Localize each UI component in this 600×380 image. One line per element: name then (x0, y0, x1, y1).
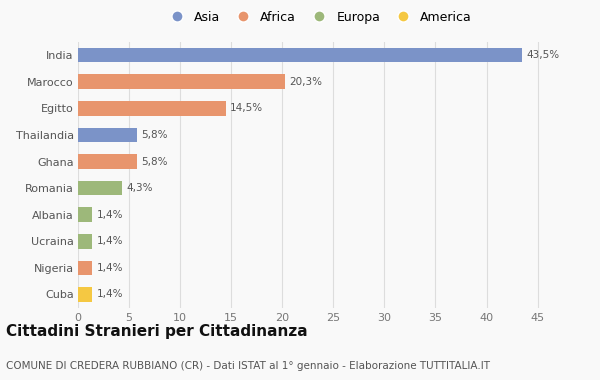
Bar (78, 207, 92, 222)
Text: 14,5%: 14,5% (230, 103, 263, 113)
Bar (78, 261, 92, 275)
Text: 1,4%: 1,4% (97, 210, 123, 220)
Text: 4,3%: 4,3% (126, 183, 152, 193)
Text: 1,4%: 1,4% (97, 236, 123, 246)
Text: 5,8%: 5,8% (142, 157, 168, 166)
Bar (78, 128, 137, 142)
Text: 1,4%: 1,4% (97, 290, 123, 299)
Bar (78, 234, 92, 249)
Bar (78, 154, 137, 169)
Text: Cittadini Stranieri per Cittadinanza: Cittadini Stranieri per Cittadinanza (6, 324, 308, 339)
Text: 43,5%: 43,5% (526, 50, 559, 60)
Text: 5,8%: 5,8% (142, 130, 168, 140)
Bar (78, 48, 522, 62)
Bar (78, 181, 122, 195)
Text: 1,4%: 1,4% (97, 263, 123, 273)
Text: COMUNE DI CREDERA RUBBIANO (CR) - Dati ISTAT al 1° gennaio - Elaborazione TUTTIT: COMUNE DI CREDERA RUBBIANO (CR) - Dati I… (6, 361, 490, 370)
Legend: Asia, Africa, Europa, America: Asia, Africa, Europa, America (161, 8, 475, 26)
Text: 20,3%: 20,3% (289, 77, 322, 87)
Bar (78, 287, 92, 302)
Bar (78, 74, 286, 89)
Bar (78, 101, 226, 116)
